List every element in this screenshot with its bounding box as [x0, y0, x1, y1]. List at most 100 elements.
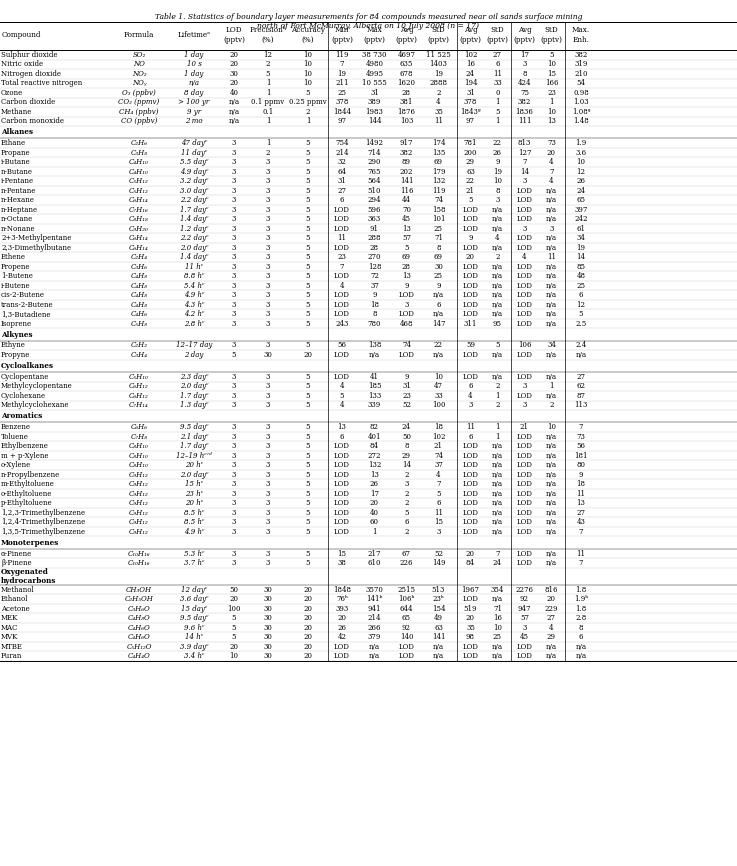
Text: 424: 424: [518, 80, 531, 87]
Text: n/a: n/a: [546, 508, 557, 517]
Text: 11 dayᶜ: 11 dayᶜ: [181, 149, 207, 157]
Text: 141ᵇ: 141ᵇ: [366, 595, 383, 603]
Text: LOD: LOD: [399, 310, 414, 318]
Text: C₈H₁₀: C₈H₁₀: [129, 452, 149, 460]
Text: 5: 5: [306, 272, 310, 280]
Text: 0.25 ppmv: 0.25 ppmv: [289, 98, 327, 107]
Text: 3: 3: [232, 158, 236, 166]
Text: 12: 12: [264, 51, 273, 59]
Text: 1.4 dayᶜ: 1.4 dayᶜ: [180, 253, 209, 262]
Text: 22: 22: [434, 341, 443, 350]
Text: 4: 4: [436, 470, 441, 479]
Text: 3: 3: [266, 196, 270, 204]
Text: 5: 5: [306, 262, 310, 270]
Text: n/a: n/a: [546, 452, 557, 460]
Text: 9: 9: [579, 470, 583, 479]
Text: n/a: n/a: [228, 107, 240, 116]
Text: 8.5 hᶜ: 8.5 hᶜ: [184, 508, 204, 517]
Text: LOD: LOD: [334, 480, 350, 488]
Text: 3.6 dayᶜ: 3.6 dayᶜ: [180, 595, 209, 603]
Text: 3: 3: [266, 310, 270, 318]
Text: Alkynes: Alkynes: [1, 331, 32, 339]
Text: Nitrogen dioxide: Nitrogen dioxide: [1, 70, 61, 78]
Text: 3: 3: [266, 205, 270, 214]
Text: 3: 3: [523, 224, 527, 233]
Text: 272: 272: [368, 452, 381, 460]
Text: 5: 5: [231, 633, 237, 641]
Text: 6: 6: [405, 518, 409, 527]
Text: 3: 3: [523, 178, 527, 185]
Text: 18: 18: [370, 301, 379, 308]
Text: 3: 3: [266, 550, 270, 558]
Text: 5: 5: [306, 281, 310, 289]
Text: 13: 13: [576, 499, 585, 507]
Text: 45: 45: [520, 633, 529, 641]
Text: 5: 5: [231, 614, 237, 622]
Text: LOD: LOD: [334, 310, 350, 318]
Text: C₄H₆O: C₄H₆O: [128, 633, 150, 641]
Text: 3: 3: [232, 372, 236, 381]
Text: 20: 20: [229, 80, 239, 87]
Text: LOD
(pptv): LOD (pptv): [223, 26, 245, 43]
Text: 2: 2: [405, 499, 409, 507]
Text: 5: 5: [306, 508, 310, 517]
Text: 1848: 1848: [333, 585, 351, 593]
Text: o-Ethyltoluene: o-Ethyltoluene: [1, 489, 52, 498]
Text: 3: 3: [232, 224, 236, 233]
Text: 3: 3: [266, 253, 270, 262]
Text: 10: 10: [493, 178, 502, 185]
Text: 5: 5: [405, 508, 409, 517]
Text: LOD: LOD: [517, 470, 532, 479]
Text: 30: 30: [264, 595, 273, 603]
Text: LOD: LOD: [334, 452, 350, 460]
Text: 6: 6: [495, 61, 500, 68]
Text: Benzene: Benzene: [1, 423, 31, 431]
Text: 2.1 dayᶜ: 2.1 dayᶜ: [180, 433, 209, 441]
Text: 20: 20: [370, 499, 379, 507]
Text: C₃H₆O: C₃H₆O: [128, 604, 150, 612]
Text: 179: 179: [432, 168, 445, 176]
Text: 2.2 dayᶜ: 2.2 dayᶜ: [180, 196, 209, 204]
Text: 5: 5: [306, 382, 310, 391]
Text: n/a: n/a: [546, 205, 557, 214]
Text: 7: 7: [579, 559, 583, 567]
Text: 290: 290: [368, 158, 381, 166]
Text: 100: 100: [432, 401, 445, 410]
Text: 3570: 3570: [366, 585, 383, 593]
Text: 80: 80: [576, 462, 585, 469]
Text: 40: 40: [370, 508, 379, 517]
Text: 4: 4: [549, 178, 553, 185]
Text: 10: 10: [304, 70, 312, 78]
Text: Propane: Propane: [1, 149, 31, 157]
Text: C₃H₈: C₃H₈: [130, 149, 147, 157]
Text: 158: 158: [432, 205, 445, 214]
Text: 13: 13: [370, 470, 379, 479]
Text: 6: 6: [468, 433, 472, 441]
Text: Lifetimeᵃ: Lifetimeᵃ: [178, 31, 211, 39]
Text: Sulphur dioxide: Sulphur dioxide: [1, 51, 57, 59]
Text: 813: 813: [518, 139, 531, 147]
Text: LOD: LOD: [517, 559, 532, 567]
Text: LOD: LOD: [517, 489, 532, 498]
Text: 4: 4: [549, 158, 553, 166]
Text: LOD: LOD: [463, 452, 478, 460]
Text: 202: 202: [399, 168, 413, 176]
Text: 4.9 hᶜ: 4.9 hᶜ: [184, 291, 204, 299]
Text: 714: 714: [368, 149, 381, 157]
Text: 3: 3: [266, 178, 270, 185]
Text: 3: 3: [436, 527, 441, 536]
Text: 5: 5: [306, 401, 310, 410]
Text: 92: 92: [520, 595, 529, 603]
Text: LOD: LOD: [463, 262, 478, 270]
Text: n/a: n/a: [492, 443, 503, 450]
Text: 30: 30: [264, 624, 273, 631]
Text: 4697: 4697: [397, 51, 416, 59]
Text: n/a: n/a: [492, 489, 503, 498]
Text: 24: 24: [576, 186, 585, 195]
Text: 765: 765: [368, 168, 381, 176]
Text: 6: 6: [579, 291, 583, 299]
Text: 9.5 dayᶜ: 9.5 dayᶜ: [180, 423, 209, 431]
Text: 3: 3: [232, 168, 236, 176]
Text: n-Propylbenzene: n-Propylbenzene: [1, 470, 60, 479]
Text: 3: 3: [232, 272, 236, 280]
